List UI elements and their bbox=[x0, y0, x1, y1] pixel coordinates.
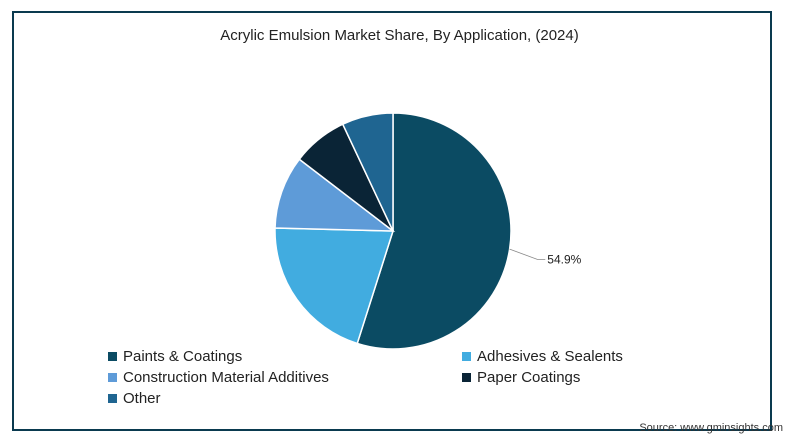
legend-item-other: Other bbox=[108, 390, 161, 407]
legend-item-adhesives-sealents: Adhesives & Sealents bbox=[462, 348, 623, 365]
legend-swatch bbox=[108, 373, 117, 382]
legend-label: Paper Coatings bbox=[477, 369, 581, 386]
chart-title: Acrylic Emulsion Market Share, By Applic… bbox=[220, 27, 579, 44]
pie-slice-paints-coatings bbox=[356, 112, 512, 350]
legend-swatch bbox=[108, 394, 117, 403]
legend-label: Adhesives & Sealents bbox=[477, 348, 623, 365]
legend-label: Other bbox=[123, 390, 161, 407]
pie-slice-construction-material-additives bbox=[274, 158, 396, 232]
source-note: Source: www.gminsights.com bbox=[639, 422, 783, 434]
legend-swatch bbox=[462, 352, 471, 361]
legend-swatch bbox=[462, 373, 471, 382]
legend-swatch bbox=[108, 352, 117, 361]
legend-item-paints-coatings: Paints & Coatings bbox=[108, 348, 242, 365]
legend-item-paper-coatings: Paper Coatings bbox=[462, 369, 580, 386]
pie-slice-adhesives-sealents bbox=[274, 227, 395, 345]
legend-item-construction-material-additives: Construction Material Additives bbox=[108, 369, 329, 386]
legend-label: Construction Material Additives bbox=[123, 369, 329, 386]
data-label-paints-coatings: 54.9% bbox=[547, 252, 581, 266]
legend-label: Paints & Coatings bbox=[123, 348, 243, 365]
pie-slice-other bbox=[341, 112, 394, 232]
data-label-leader bbox=[509, 248, 546, 260]
